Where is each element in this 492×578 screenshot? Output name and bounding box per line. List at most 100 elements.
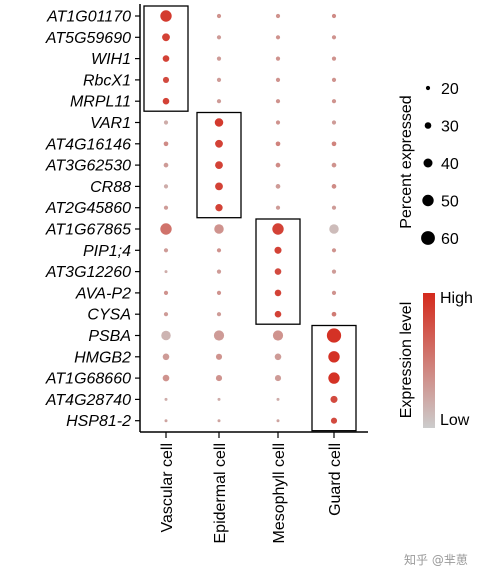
dot	[215, 375, 223, 382]
gene-label: MRPL11	[70, 94, 131, 111]
cell-type-label: Guard cell	[327, 443, 344, 516]
dot	[216, 269, 222, 274]
color-legend: Expression level High Low	[398, 290, 473, 429]
dot	[331, 248, 337, 253]
size-legend-dot	[422, 194, 434, 207]
size-legend-label: 60	[441, 231, 459, 248]
gene-label: RbcX1	[83, 72, 131, 89]
dot	[216, 248, 222, 253]
dot	[275, 77, 281, 82]
dot	[214, 224, 224, 234]
gene-label: CR88	[90, 179, 131, 196]
gene-label: PIP1;4	[83, 243, 131, 260]
dot	[331, 99, 337, 104]
gene-label: CYSA	[87, 307, 131, 324]
gene-label: AVA-P2	[75, 285, 131, 302]
dot	[216, 290, 222, 295]
dot	[275, 56, 281, 61]
dot	[328, 372, 340, 384]
dot	[216, 312, 222, 317]
color-gradient-bar	[423, 293, 435, 428]
dot	[161, 330, 171, 341]
cell-type-label: Vascular cell	[159, 443, 176, 533]
dot	[330, 417, 338, 424]
gene-label: AT2G45860	[45, 200, 131, 217]
dot	[163, 120, 169, 125]
dot	[274, 353, 282, 361]
dot	[216, 35, 222, 40]
dot	[163, 290, 169, 295]
dot	[331, 56, 337, 61]
dot	[215, 139, 223, 148]
gene-label: WIH1	[91, 51, 131, 68]
dot	[275, 35, 281, 40]
dot	[275, 141, 281, 147]
dot	[164, 419, 168, 423]
highlight-box	[143, 5, 189, 112]
dot	[274, 289, 282, 297]
size-legend-dot	[423, 158, 433, 168]
gene-label: AT4G28740	[45, 392, 131, 409]
dot	[275, 162, 281, 168]
dot	[162, 33, 170, 42]
dot	[215, 161, 223, 170]
dot	[274, 375, 282, 382]
gene-label: AT3G12260	[45, 264, 131, 281]
dot	[274, 268, 282, 275]
size-legend-label: 40	[441, 156, 459, 173]
dot	[214, 118, 224, 127]
dot	[331, 162, 337, 168]
gene-label: AT4G16146	[45, 136, 131, 153]
gene-label: AT5G59690	[45, 30, 131, 47]
size-legend: Percent expressed 20 30 40 50 60	[398, 81, 459, 248]
dot	[163, 205, 169, 210]
dot	[331, 77, 337, 82]
highlight-box	[255, 218, 301, 325]
dot	[160, 223, 172, 235]
dot	[331, 120, 337, 125]
dot	[162, 76, 170, 83]
dot	[216, 13, 222, 19]
dot	[331, 205, 337, 210]
dot	[274, 310, 282, 318]
dot	[272, 223, 284, 235]
dot	[215, 353, 223, 360]
size-legend-dot	[425, 85, 431, 91]
dot	[274, 246, 282, 254]
dot	[330, 395, 338, 403]
cell-type-label: Mesophyll cell	[271, 443, 288, 543]
gene-label: PSBA	[88, 328, 131, 345]
color-legend-low-label: Low	[440, 412, 470, 429]
gene-labels: AT1G01170 AT5G59690 WIH1 RbcX1 MRPL11 VAR1 AT4…	[45, 9, 131, 431]
dot	[275, 184, 281, 189]
axis-layer	[135, 4, 368, 438]
dot	[275, 120, 281, 125]
dot	[275, 13, 281, 19]
dot	[216, 77, 222, 82]
color-legend-title: Expression level	[398, 302, 415, 419]
dot	[213, 330, 225, 341]
size-legend-label: 20	[441, 81, 459, 98]
dot	[162, 55, 170, 62]
gene-label: HSP81-2	[66, 413, 131, 430]
gene-label: AT1G68660	[45, 371, 131, 388]
highlight-box	[196, 111, 242, 219]
highlight-box	[311, 324, 357, 432]
highlight-boxes	[143, 5, 357, 432]
dot	[272, 330, 284, 341]
dot	[162, 374, 170, 382]
dot	[216, 56, 222, 61]
size-legend-items: 20 30 40 50 60	[421, 81, 459, 248]
dot	[331, 13, 337, 19]
dot	[276, 419, 280, 423]
dot	[276, 397, 280, 401]
dot	[331, 269, 337, 274]
size-legend-dot	[421, 231, 435, 245]
size-legend-label: 50	[441, 194, 459, 211]
gene-label: HMGB2	[74, 349, 131, 366]
dot	[215, 182, 223, 191]
size-legend-dot	[424, 122, 432, 129]
dot	[331, 141, 337, 147]
dot	[163, 141, 169, 147]
dot	[217, 397, 221, 401]
